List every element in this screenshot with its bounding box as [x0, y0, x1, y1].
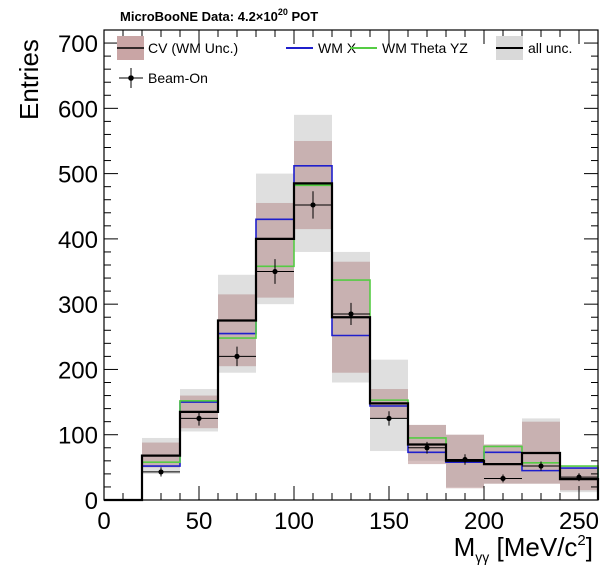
- x-tick-label-2: 100: [274, 508, 314, 535]
- legend-label-beam-on: Beam-On: [148, 70, 208, 86]
- y-tick-label-0: 0: [85, 488, 98, 515]
- beam-on-point-1: [196, 415, 202, 422]
- beam-on-point-9: [500, 475, 506, 482]
- y-tick-label-1: 100: [58, 423, 98, 450]
- line-all-unc: [104, 182, 600, 502]
- beam-on-point-2: [234, 353, 240, 359]
- chart-title: MicroBooNE Data: 4.2×1020 POT: [120, 7, 318, 24]
- y-axis-label: Entries: [14, 39, 44, 120]
- beam-on-point-7: [424, 445, 430, 451]
- x-tick-label-5: 250: [559, 508, 599, 535]
- beam-on-point-6: [386, 415, 392, 422]
- legend-label-cv: CV (WM Unc.): [148, 40, 238, 56]
- x-tick-label-4: 200: [464, 508, 504, 535]
- beam-on-point-5: [348, 311, 354, 317]
- histogram-lines: [104, 164, 600, 502]
- beam-on-point-3: [272, 268, 278, 275]
- y-tick-label-7: 700: [58, 31, 98, 58]
- axes: 0 100 200 300 400 500 600 700 0 50 100 150 200 250: [58, 29, 599, 535]
- beam-on-points: [142, 191, 598, 483]
- legend: CV (WM Unc.) WM X WM Theta YZ all unc. B…: [117, 36, 572, 88]
- x-axis-label: Mγγ [MeV/c2]: [454, 532, 593, 565]
- y-tick-label-4: 400: [58, 227, 98, 254]
- y-tick-label-6: 600: [58, 96, 98, 123]
- beam-on-point-8: [462, 456, 468, 463]
- legend-label-wm-theta-yz: WM Theta YZ: [382, 40, 468, 56]
- x-tick-label-0: 0: [97, 508, 110, 535]
- x-tick-label-3: 150: [369, 508, 409, 535]
- beam-on-point-10: [538, 463, 544, 469]
- legend-label-all-unc: all unc.: [528, 40, 572, 56]
- x-tick-label-1: 50: [186, 508, 213, 535]
- y-tick-label-3: 300: [58, 292, 98, 319]
- legend-label-wm-x: WM X: [318, 40, 357, 56]
- beam-on-point-11: [576, 474, 582, 480]
- legend-marker-beam-on-dot: [128, 75, 134, 81]
- y-tick-label-5: 500: [58, 162, 98, 189]
- y-tick-label-2: 200: [58, 357, 98, 384]
- beam-on-point-4: [310, 202, 316, 208]
- beam-on-point-0: [158, 469, 164, 475]
